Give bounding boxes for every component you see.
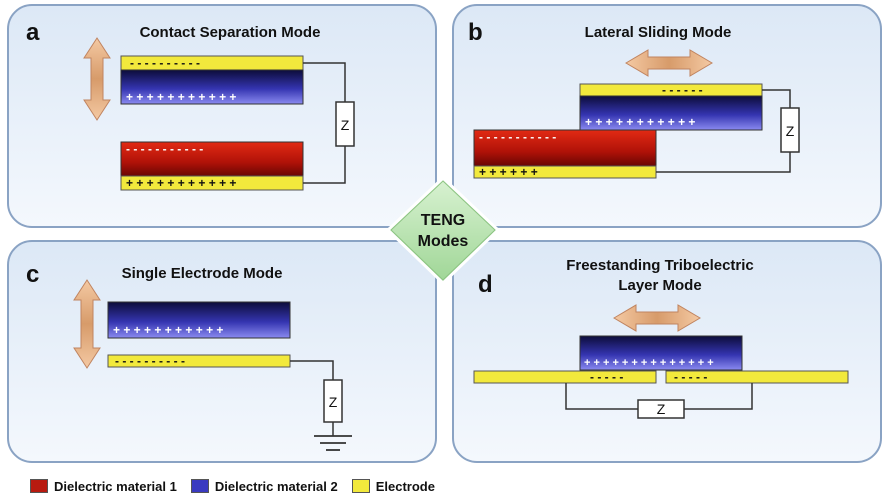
- legend-label: Electrode: [375, 478, 435, 494]
- load-label: Z: [341, 117, 350, 133]
- vertical-arrow: [83, 37, 111, 121]
- dielectric-2-layer: [579, 335, 743, 371]
- vertical-arrow: [73, 279, 101, 369]
- legend-label: Dielectric material 1: [54, 478, 177, 494]
- panel-a-letter: a: [26, 19, 40, 46]
- ground-icon: [314, 435, 352, 451]
- panel-b: b Lateral Sliding Mode - - - - - - + + +…: [452, 4, 882, 228]
- panel-a: a Contact Separation Mode - - - - - - - …: [7, 4, 437, 228]
- electrode: [665, 370, 849, 384]
- legend-swatch: [190, 479, 209, 493]
- electrode-charges: - - - - - - - - - -: [115, 354, 185, 368]
- dielectric-1-layer: [120, 141, 304, 177]
- center-badge: TENG Modes: [385, 175, 501, 286]
- panel-d-title-line2: Layer Mode: [618, 277, 701, 294]
- legend-item-electrode: Electrode: [351, 478, 435, 494]
- electrode-charges: - - - - -: [590, 370, 623, 384]
- panel-a-frame: [7, 4, 437, 228]
- panel-d: d Freestanding Triboelectric Layer Mode …: [452, 240, 882, 463]
- panel-d-title-line1: Freestanding Triboelectric: [566, 257, 754, 274]
- legend-swatch: [30, 479, 48, 493]
- load-resistor: [780, 107, 800, 153]
- dielectric-2-layer: [120, 69, 304, 105]
- dielectric-2-layer: [579, 95, 763, 131]
- dielectric-charges: - - - - - - - - - - -: [479, 130, 556, 144]
- load-label: Z: [329, 394, 338, 410]
- circuit-wire: [303, 146, 346, 184]
- legend-label: Dielectric material 2: [214, 478, 338, 494]
- circuit-wire: [656, 152, 791, 173]
- dielectric-charges: + + + + + + + + + + +: [585, 115, 695, 129]
- electrode: [473, 370, 657, 384]
- panel-b-title: Lateral Sliding Mode: [585, 24, 732, 41]
- panel-a-title: Contact Separation Mode: [140, 24, 321, 41]
- horizontal-arrow: [625, 49, 713, 77]
- load-label: Z: [786, 123, 795, 139]
- electrode-charges: - - - - - -: [662, 83, 703, 97]
- teng-diagram: a Contact Separation Mode - - - - - - - …: [7, 4, 882, 463]
- center-diamond: [385, 175, 501, 286]
- center-label-line1: TENG: [421, 212, 465, 229]
- dielectric-charges: + + + + + + + + + + + + + +: [584, 357, 714, 369]
- dielectric-charges: + + + + + + + + + + +: [113, 323, 223, 337]
- circuit-wire: [290, 360, 334, 380]
- panel-c-letter: c: [26, 261, 39, 288]
- circuit-wire: [762, 89, 791, 108]
- load-resistor: [637, 399, 685, 419]
- legend: Dielectric material 1 Dielectric materia…: [30, 476, 449, 496]
- load-resistor: [335, 101, 355, 147]
- panel-b-letter: b: [468, 19, 483, 46]
- electrode-charges: - - - - -: [674, 370, 707, 384]
- circuit-wire: [565, 383, 638, 410]
- legend-item-dielectric-1: Dielectric material 1: [30, 479, 177, 494]
- electrode-charges: + + + + + +: [479, 165, 538, 179]
- legend-item-dielectric-2: Dielectric material 2: [190, 478, 338, 494]
- legend-swatch: [351, 479, 370, 493]
- load-label: Z: [657, 401, 666, 417]
- center-label-line2: Modes: [418, 233, 469, 250]
- circuit-wire: [303, 62, 346, 102]
- circuit-wire: [684, 383, 753, 410]
- panel-c: c Single Electrode Mode + + + + + + + + …: [7, 240, 437, 463]
- dielectric-charges: + + + + + + + + + + +: [126, 90, 236, 104]
- dielectric-charges: - - - - - - - - - - -: [126, 142, 203, 156]
- dielectric-2-layer: [107, 301, 291, 339]
- panel-d-letter: d: [478, 271, 493, 298]
- dielectric-1-layer: [473, 129, 657, 167]
- electrode-charges: - - - - - - - - - -: [130, 56, 200, 70]
- panel-c-title: Single Electrode Mode: [122, 265, 283, 282]
- horizontal-arrow: [613, 304, 701, 332]
- electrode-charges: + + + + + + + + + + +: [126, 176, 236, 190]
